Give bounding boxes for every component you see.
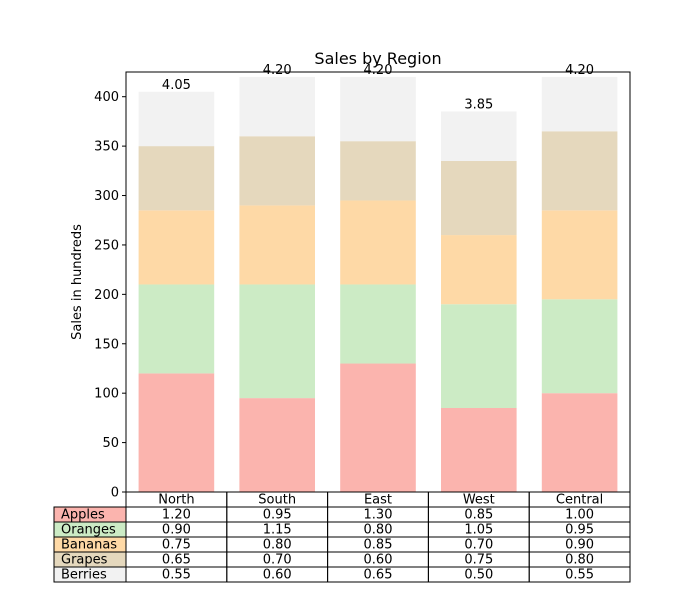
table-value: 0.85 [364, 538, 393, 553]
table-value: 0.55 [565, 568, 594, 583]
y-tick-label: 250 [94, 238, 119, 253]
table-row-label-oranges: Oranges [61, 523, 116, 538]
table-value: 0.65 [162, 553, 191, 568]
table-header-east: East [364, 493, 392, 508]
bar-oranges-south [239, 284, 315, 399]
bar-grapes-north [138, 146, 215, 211]
bar-bananas-east [340, 200, 416, 285]
table-value: 1.30 [364, 508, 393, 523]
table-value: 0.70 [464, 538, 493, 553]
bars-group [138, 76, 618, 492]
y-tick-label: 0 [111, 486, 119, 501]
total-label: 4.05 [162, 78, 191, 93]
bar-oranges-east [340, 284, 416, 364]
y-tick-label: 400 [94, 90, 119, 105]
bar-berries-south [239, 76, 315, 137]
y-tick-label: 100 [94, 387, 119, 402]
total-label: 4.20 [364, 63, 393, 78]
table-value: 1.05 [464, 523, 493, 538]
table-value: 0.75 [464, 553, 493, 568]
table-value: 0.60 [263, 568, 292, 583]
table-value: 0.80 [565, 553, 594, 568]
bar-grapes-east [340, 141, 416, 201]
table-row-label-apples: Apples [61, 508, 105, 523]
y-axis: 0 50 100 150 200 250 300 350 400 [94, 90, 126, 501]
total-label: 3.85 [464, 98, 493, 113]
total-label: 4.20 [565, 63, 594, 78]
bar-bananas-central [541, 210, 618, 300]
bar-bananas-north [138, 210, 215, 285]
bar-apples-east [340, 363, 416, 492]
bar-apples-central [541, 393, 618, 492]
table-row-label-grapes: Grapes [61, 553, 108, 568]
table-header-north: North [158, 493, 194, 508]
table-value: 1.15 [263, 523, 292, 538]
bar-bananas-west [441, 235, 517, 305]
bar-berries-east [340, 76, 416, 142]
bar-oranges-north [138, 284, 215, 374]
table-value: 0.55 [162, 568, 191, 583]
y-tick-label: 350 [94, 140, 119, 155]
y-tick-label: 150 [94, 337, 119, 352]
bar-grapes-central [541, 131, 618, 211]
bar-apples-south [239, 398, 315, 492]
table-value: 1.20 [162, 508, 191, 523]
table-value: 0.50 [464, 568, 493, 583]
table-value: 0.80 [263, 538, 292, 553]
total-label: 4.20 [263, 63, 292, 78]
table-header-west: West [463, 493, 495, 508]
bar-apples-west [441, 408, 517, 492]
table-value: 0.80 [364, 523, 393, 538]
bar-berries-central [541, 76, 618, 132]
table-value: 0.75 [162, 538, 191, 553]
table-value: 0.85 [464, 508, 493, 523]
bar-oranges-west [441, 304, 517, 408]
chart-title: Sales by Region [314, 49, 441, 68]
bar-bananas-south [239, 205, 315, 285]
bar-grapes-west [441, 160, 517, 236]
table-value: 0.90 [565, 538, 594, 553]
y-tick-label: 200 [94, 288, 119, 303]
table-row-label-berries: Berries [61, 568, 107, 583]
bar-berries-north [138, 91, 215, 147]
table-value: 0.60 [364, 553, 393, 568]
total-labels-group: 4.05 4.20 4.20 3.85 4.20 [162, 63, 594, 113]
bar-grapes-south [239, 136, 315, 206]
table-header-south: South [258, 493, 296, 508]
table-value: 0.95 [263, 508, 292, 523]
bar-berries-west [441, 111, 517, 161]
table-value: 0.70 [263, 553, 292, 568]
table-header-central: Central [556, 493, 603, 508]
y-axis-label: Sales in hundreds [70, 224, 85, 340]
y-tick-label: 300 [94, 189, 119, 204]
bar-apples-north [138, 373, 215, 492]
table-value: 0.95 [565, 523, 594, 538]
bar-oranges-central [541, 299, 618, 394]
table-value: 1.00 [565, 508, 594, 523]
y-tick-label: 50 [102, 436, 119, 451]
table-value: 0.90 [162, 523, 191, 538]
table-row-label-bananas: Bananas [61, 538, 117, 553]
table-cell [528, 566, 631, 583]
table-value: 0.65 [364, 568, 393, 583]
